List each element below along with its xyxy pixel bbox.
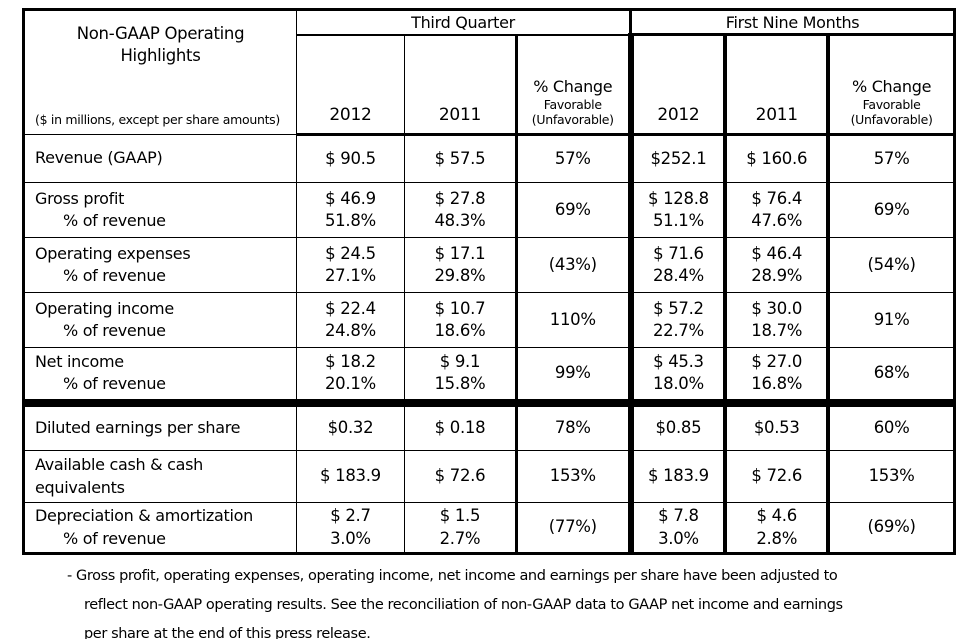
table-cell: $0.53: [723, 398, 831, 451]
table-cell: $ 22.4 24.8%: [295, 292, 405, 348]
table-row-operating-expenses: Operating expenses% of revenue $ 24.5 27.…: [23, 237, 957, 293]
table-cell: $ 4.6 2.8%: [723, 502, 831, 554]
table-cell: 60%: [826, 398, 957, 451]
column-group-first-nine-months: First Nine Months: [629, 8, 956, 36]
table-cell: 78%: [514, 398, 634, 451]
tq-2011-header: 2011: [403, 34, 517, 136]
table-row-gross-profit: Gross profit% of revenue $ 46.9 51.8% $ 2…: [23, 182, 957, 238]
table-cell: $ 160.6: [723, 134, 831, 183]
table-cell: 153%: [514, 450, 634, 503]
footnote-line-1: - Gross profit, operating expenses, oper…: [67, 568, 838, 584]
table-title: Non-GAAP Operating Highlights: [76, 24, 245, 66]
table-cell: $ 57.2 22.7%: [627, 292, 728, 348]
row-label: Diluted earnings per share: [23, 398, 297, 451]
table-cell: $ 71.6 28.4%: [627, 237, 728, 293]
table-cell: (77%): [514, 502, 634, 554]
table-cell: $ 7.8 3.0%: [627, 502, 728, 554]
table-cell: 69%: [826, 182, 957, 238]
table-row-depreciation-amortization: Depreciation & amortization% of revenue …: [23, 502, 957, 554]
table-cell: $ 45.3 18.0%: [627, 347, 728, 403]
table-cell: 99%: [514, 347, 634, 403]
table-cell: $ 46.9 51.8%: [295, 182, 405, 238]
table-cell: $ 183.9: [627, 450, 728, 503]
table-row-diluted-eps: Diluted earnings per share $0.32 $ 0.18 …: [23, 398, 957, 451]
nm-2012-header: 2012: [627, 34, 728, 136]
table-cell: (54%): [826, 237, 957, 293]
footnote-line-2: reflect non-GAAP operating results. See …: [84, 597, 843, 613]
table-row-operating-income: Operating income% of revenue $ 22.4 24.8%…: [23, 292, 957, 348]
table-subtitle: ($ in millions, except per share amounts…: [35, 111, 280, 127]
table-cell: 69%: [514, 182, 634, 238]
nm-pct-change-header: % Change Favorable (Unfavorable): [826, 34, 957, 136]
table-cell: $ 183.9: [295, 450, 405, 503]
table-cell: 110%: [514, 292, 634, 348]
table-cell: $ 46.4 28.9%: [723, 237, 831, 293]
tq-pct-change-header: % Change Favorable (Unfavorable): [514, 34, 634, 136]
footnote: - Gross profit, operating expenses, oper…: [67, 562, 980, 639]
table-cell: $ 1.5 2.7%: [403, 502, 517, 554]
table-cell: $ 27.0 16.8%: [723, 347, 831, 403]
table-cell: (43%): [514, 237, 634, 293]
table-cell: $ 90.5: [295, 134, 405, 183]
table-cell: $ 10.7 18.6%: [403, 292, 517, 348]
table-cell: $ 0.18: [403, 398, 517, 451]
row-label: Available cash & cash equivalents: [23, 450, 297, 503]
table-cell: $ 9.1 15.8%: [403, 347, 517, 403]
table-cell: $ 17.1 29.8%: [403, 237, 517, 293]
table-cell: $ 57.5: [403, 134, 517, 183]
table-cell: 57%: [826, 134, 957, 183]
table-row-available-cash: Available cash & cash equivalents $ 183.…: [23, 450, 957, 503]
table-cell: $ 76.4 47.6%: [723, 182, 831, 238]
tq-2012-header: 2012: [295, 34, 405, 136]
row-label: Operating expenses% of revenue: [23, 237, 297, 293]
table-row-revenue: Revenue (GAAP) $ 90.5 $ 57.5 57% $252.1 …: [23, 134, 957, 183]
table-cell: $0.85: [627, 398, 728, 451]
row-label: Revenue (GAAP): [23, 134, 297, 183]
table-cell: $ 72.6: [403, 450, 517, 503]
table-cell: 57%: [514, 134, 634, 183]
table-cell: 91%: [826, 292, 957, 348]
nm-2011-header: 2011: [723, 34, 831, 136]
table-cell: (69%): [826, 502, 957, 554]
table-cell: $252.1: [627, 134, 728, 183]
table-row-net-income: Net income% of revenue $ 18.2 20.1% $ 9.1…: [23, 347, 957, 403]
table-cell: $ 128.8 51.1%: [627, 182, 728, 238]
table-cell: $ 24.5 27.1%: [295, 237, 405, 293]
table-cell: $ 30.0 18.7%: [723, 292, 831, 348]
column-group-third-quarter: Third Quarter: [295, 9, 632, 36]
table-cell: $ 27.8 48.3%: [403, 182, 517, 238]
table-title-cell: Non-GAAP Operating Highlights ($ in mill…: [23, 9, 297, 135]
table-cell: $ 18.2 20.1%: [295, 347, 405, 403]
table-cell: $ 2.7 3.0%: [295, 502, 405, 554]
table-cell: $ 72.6: [723, 450, 831, 503]
table-cell: $0.32: [295, 398, 405, 451]
row-label: Depreciation & amortization% of revenue: [23, 502, 297, 554]
row-label: Gross profit% of revenue: [23, 182, 297, 238]
non-gaap-operating-highlights-table: Non-GAAP Operating Highlights ($ in mill…: [22, 8, 957, 555]
row-label: Operating income% of revenue: [23, 292, 297, 348]
footnote-line-3: per share at the end of this press relea…: [84, 626, 371, 639]
table-cell: 68%: [826, 347, 957, 403]
table-cell: 153%: [826, 450, 957, 503]
row-label: Net income% of revenue: [23, 347, 297, 403]
